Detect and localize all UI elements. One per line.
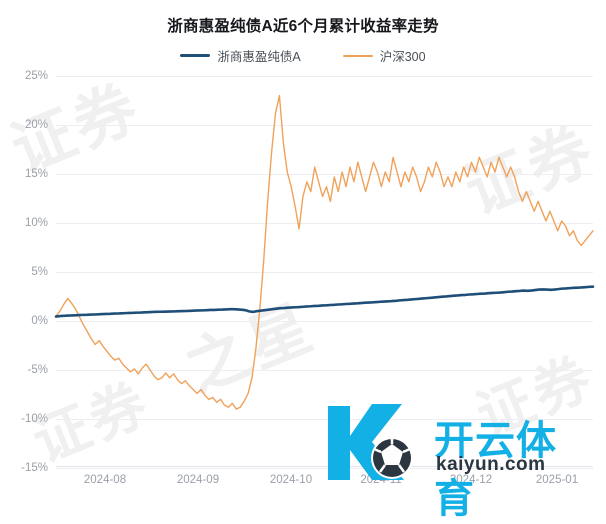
logo-domain-text: kaiyun.com [436,454,546,475]
plot-area [54,74,595,469]
line-index [55,94,594,410]
y-tick-label: 20% [24,119,48,131]
gridline [56,321,593,322]
gridline [56,76,593,77]
x-tick-label: 2024-12 [449,474,493,486]
x-tick-label: 2024-09 [176,474,220,486]
kaiyun-logo: 开云体育 kaiyun.com [316,396,594,521]
x-tick-label: 2024-10 [269,474,313,486]
x-tick-label: 2024-08 [83,474,127,486]
legend-item-fund[interactable]: 浙商惠盈纯债A [180,46,301,65]
legend-swatch-fund [180,53,211,58]
series-paths [54,94,595,410]
gridline [56,223,593,224]
legend-item-index[interactable]: 沪深300 [342,46,426,65]
y-tick-label: 25% [24,70,48,82]
legend-swatch-index [342,54,373,57]
chart-legend: 浙商惠盈纯债A 沪深300 [0,46,606,65]
x-tick-label: 2025-01 [535,474,579,486]
line-fund [54,285,595,318]
y-tick-label: -10% [21,413,48,425]
chart-title: 浙商惠盈纯债A近6个月累计收益率走势 [167,18,439,35]
gridline [56,419,593,420]
legend-label-index: 沪深300 [379,50,426,64]
gridline [56,272,593,273]
y-tick-label: 15% [24,168,48,180]
y-tick-label: 5% [31,266,48,278]
y-tick-label: 10% [24,217,48,229]
gridline [56,125,593,126]
y-tick-label: 0% [31,315,48,327]
gridline [56,174,593,175]
kaiyun-k-icon [328,404,413,480]
gridline [56,370,593,371]
y-tick-label: -15% [21,462,48,474]
y-tick-label: -5% [27,364,48,376]
gridline [56,468,593,469]
x-axis [56,466,593,467]
legend-label-fund: 浙商惠盈纯债A [217,50,301,64]
